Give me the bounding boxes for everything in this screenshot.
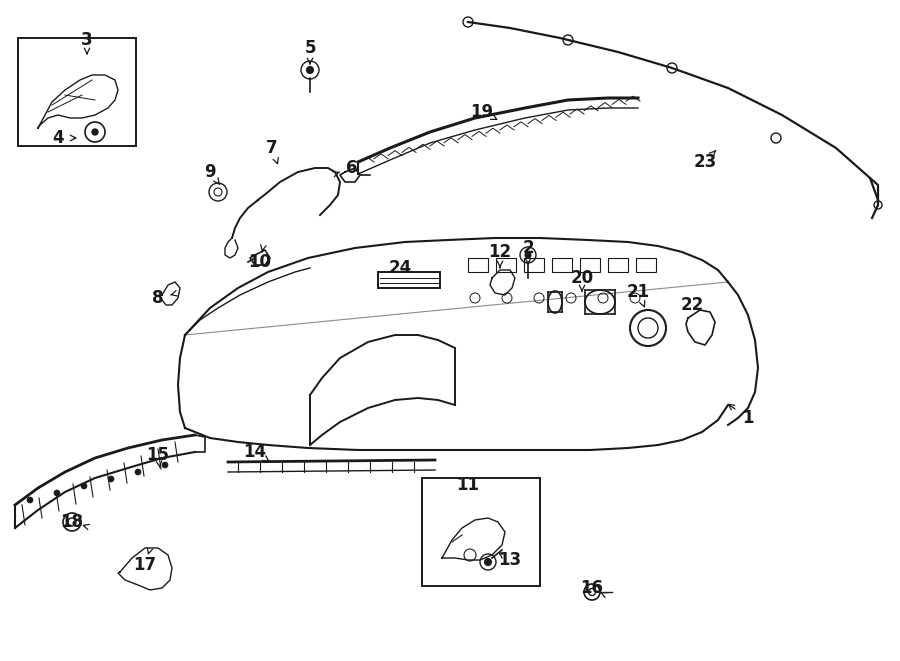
Bar [468, 258, 488, 272]
Text: 16: 16 [580, 579, 604, 597]
Text: 23: 23 [693, 153, 716, 171]
Circle shape [81, 483, 87, 489]
Text: 6: 6 [346, 159, 358, 177]
Text: 1: 1 [742, 409, 754, 427]
Text: 7: 7 [266, 139, 278, 157]
Text: 24: 24 [389, 259, 411, 277]
Circle shape [162, 462, 168, 468]
Circle shape [27, 497, 33, 503]
Bar [524, 258, 544, 272]
Text: 11: 11 [456, 476, 480, 494]
Text: 2: 2 [522, 239, 534, 257]
Text: 14: 14 [243, 443, 266, 461]
Bar [636, 258, 656, 272]
Bar [18, 38, 136, 146]
Text: 22: 22 [680, 296, 704, 314]
Bar [552, 258, 572, 272]
Circle shape [307, 67, 313, 73]
Circle shape [54, 490, 60, 496]
Text: 10: 10 [248, 253, 272, 271]
Text: 13: 13 [499, 551, 522, 569]
Circle shape [525, 252, 531, 258]
Circle shape [484, 559, 491, 566]
Circle shape [92, 129, 98, 135]
Bar [608, 258, 628, 272]
Bar [422, 478, 540, 586]
Bar [496, 258, 516, 272]
Text: 17: 17 [133, 556, 157, 574]
Text: 18: 18 [60, 513, 84, 531]
Text: 5: 5 [304, 39, 316, 57]
Text: 8: 8 [152, 289, 164, 307]
Text: 20: 20 [571, 269, 594, 287]
Circle shape [135, 469, 141, 475]
Text: 3: 3 [81, 31, 93, 49]
Text: 4: 4 [52, 129, 64, 147]
Text: 21: 21 [626, 283, 650, 301]
Text: 15: 15 [147, 446, 169, 464]
Text: 12: 12 [489, 243, 511, 261]
Bar [580, 258, 600, 272]
Bar [378, 272, 440, 288]
Text: 19: 19 [471, 103, 493, 121]
Circle shape [108, 476, 114, 482]
Text: 9: 9 [204, 163, 216, 181]
